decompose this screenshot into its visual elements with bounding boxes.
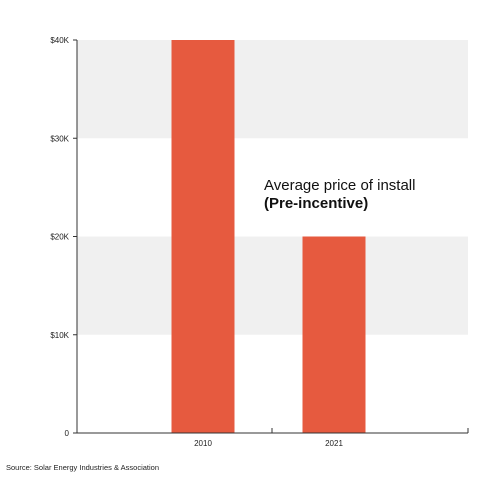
axes (73, 39, 469, 434)
y-tick-label: $10K (50, 331, 69, 340)
bar-2021 (302, 236, 366, 433)
y-tick-label: $20K (50, 233, 69, 242)
source-note: Source: Solar Energy Industries & Associ… (6, 463, 159, 472)
annotation-line-1: Average price of install (264, 177, 415, 194)
x-tick-label: 2010 (194, 439, 212, 448)
bar-2010 (171, 40, 235, 433)
y-tick-label: $40K (50, 36, 69, 45)
category-labels: 2010 2021 (194, 439, 343, 448)
bars (171, 40, 366, 433)
y-tick-label: 0 (65, 429, 70, 438)
annotation-line-2: (Pre-incentive) (264, 195, 368, 212)
grid-bands (77, 40, 468, 335)
grid-band (77, 40, 468, 139)
x-tick-label: 2021 (325, 439, 343, 448)
y-tick-label: $30K (50, 134, 69, 143)
y-tick-labels: 0 $10K $20K $30K $40K (50, 36, 69, 438)
grid-band (77, 236, 468, 335)
